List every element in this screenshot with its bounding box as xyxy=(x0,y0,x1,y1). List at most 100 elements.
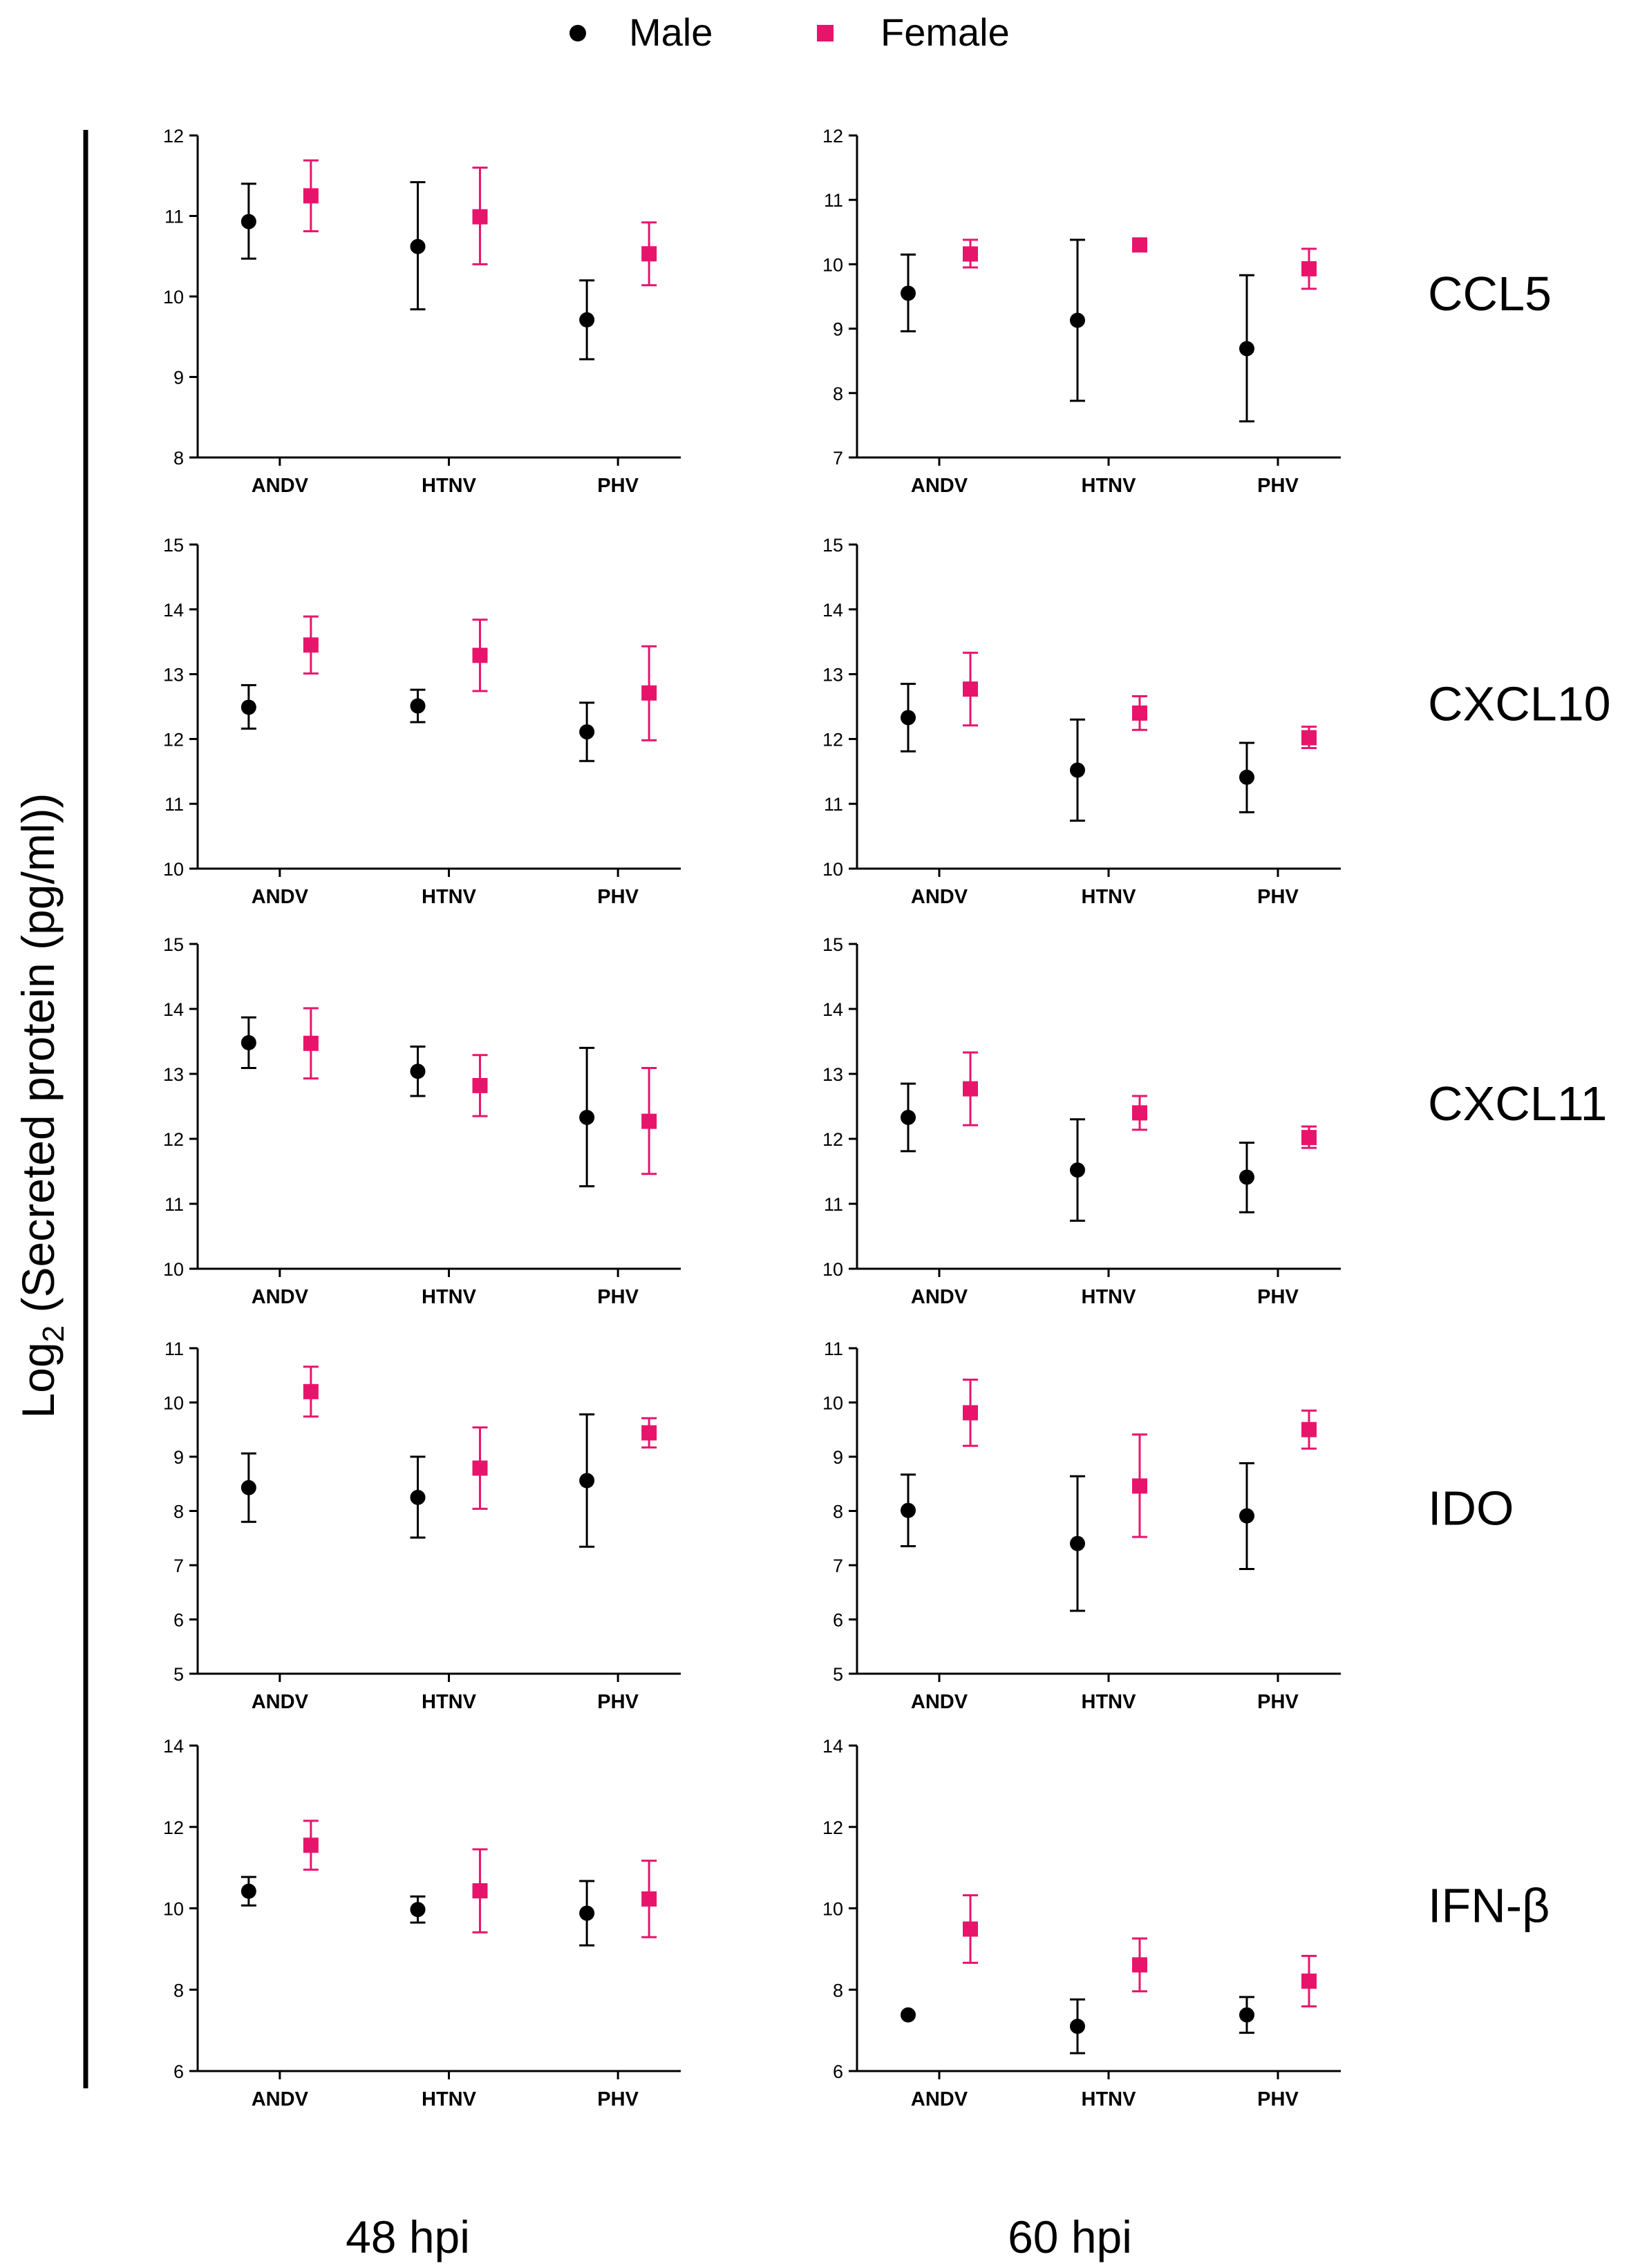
y-tick-label: 8 xyxy=(173,1980,184,2001)
y-tick-label: 14 xyxy=(822,1736,843,1757)
data-point-female xyxy=(963,246,978,262)
data-point-male xyxy=(1070,312,1085,328)
y-tick-label: 9 xyxy=(173,368,184,388)
y-tick-label: 15 xyxy=(163,934,184,955)
column-label-60hpi: 60 hpi xyxy=(1008,2211,1132,2262)
y-tick-label: 8 xyxy=(833,384,843,404)
y-tick-label: 12 xyxy=(163,1817,184,1838)
y-tick-label: 7 xyxy=(833,448,843,469)
data-point-male xyxy=(1239,2007,1254,2023)
panel-CXCL10-60 hpi: 10 11 12 13 14 15 ANDV HTNV PHV xyxy=(822,535,1341,908)
data-point-female xyxy=(1301,1130,1317,1146)
data-point-male xyxy=(901,285,916,301)
x-tick-label: PHV xyxy=(597,475,639,497)
data-point-male xyxy=(579,1473,595,1489)
panel-IDO-60 hpi: 5 6 7 8 9 10 11 ANDV HTNV PHV xyxy=(822,1339,1341,1713)
y-tick-label: 5 xyxy=(833,1664,843,1685)
panel-IFN-β-60 hpi: 6 8 10 12 14 ANDV HTNV PHV xyxy=(822,1736,1341,2110)
x-tick-label: HTNV xyxy=(1082,1286,1137,1308)
data-point-male xyxy=(410,698,426,714)
data-point-male xyxy=(1239,1508,1254,1524)
data-point-male xyxy=(241,1480,256,1495)
data-point-female xyxy=(1301,1973,1317,1989)
x-tick-label: HTNV xyxy=(422,2088,477,2110)
y-tick-label: 11 xyxy=(164,1194,184,1215)
panel-CCL5-48 hpi: 8 9 10 11 12 ANDV HTNV PHV xyxy=(163,126,681,497)
panels: 8 9 10 11 12 ANDV HTNV PHV 7 8 9 10 11 12 ANDV HTNV PHV C… xyxy=(163,126,1611,2110)
data-point-male xyxy=(241,1034,256,1050)
data-point-female xyxy=(641,685,657,701)
data-point-male xyxy=(579,724,595,740)
y-tick-label: 14 xyxy=(163,600,184,621)
data-point-female xyxy=(1132,1478,1147,1494)
x-tick-label: PHV xyxy=(1257,1286,1299,1308)
data-point-male xyxy=(1239,769,1254,785)
y-tick-label: 8 xyxy=(833,1980,843,2001)
data-point-female xyxy=(963,681,978,697)
y-tick-label: 10 xyxy=(163,287,184,308)
y-tick-label: 10 xyxy=(822,1259,843,1280)
y-tick-label: 15 xyxy=(163,535,184,556)
y-tick-label: 11 xyxy=(164,794,184,815)
x-tick-label: PHV xyxy=(1257,2088,1299,2110)
y-tick-label: 8 xyxy=(173,448,184,469)
x-tick-label: ANDV xyxy=(911,475,968,497)
panel-CXCL10-48 hpi: 10 11 12 13 14 15 ANDV HTNV PHV xyxy=(163,535,681,908)
x-tick-label: HTNV xyxy=(422,1691,477,1713)
y-tick-label: 12 xyxy=(822,1817,843,1838)
data-point-female xyxy=(1132,705,1147,721)
y-tick-label: 6 xyxy=(173,1610,184,1631)
y-tick-label: 9 xyxy=(833,1447,843,1468)
data-point-female xyxy=(641,1891,657,1907)
y-tick-label: 8 xyxy=(833,1502,843,1522)
x-tick-label: PHV xyxy=(597,2088,639,2110)
y-tick-label: 13 xyxy=(822,1064,843,1085)
gene-label-IDO: IDO xyxy=(1428,1482,1514,1535)
y-tick-label: 7 xyxy=(833,1556,843,1576)
legend-female-label: Female xyxy=(881,10,1010,54)
x-tick-label: ANDV xyxy=(911,1691,968,1713)
gene-label-CXCL10: CXCL10 xyxy=(1428,677,1611,731)
x-tick-label: PHV xyxy=(1257,886,1299,908)
y-tick-label: 12 xyxy=(163,126,184,147)
y-tick-label: 10 xyxy=(822,1393,843,1414)
legend-male-marker xyxy=(569,25,586,41)
x-tick-label: HTNV xyxy=(422,886,477,908)
y-tick-label: 9 xyxy=(173,1447,184,1468)
y-tick-label: 7 xyxy=(173,1556,184,1576)
panel-CXCL11-60 hpi: 10 11 12 13 14 15 ANDV HTNV PHV xyxy=(822,934,1341,1308)
y-tick-label: 8 xyxy=(173,1502,184,1522)
y-tick-label: 14 xyxy=(163,999,184,1020)
data-point-female xyxy=(1132,237,1147,253)
y-tick-label: 12 xyxy=(822,1129,843,1150)
x-tick-label: HTNV xyxy=(1082,2088,1137,2110)
y-tick-label: 14 xyxy=(822,600,843,621)
data-point-female xyxy=(963,1081,978,1097)
data-point-female xyxy=(1301,261,1317,276)
y-tick-label: 12 xyxy=(163,1129,184,1150)
data-point-male xyxy=(901,1502,916,1518)
legend-male-label: Male xyxy=(629,10,713,54)
gene-label-IFN-β: IFN-β xyxy=(1428,1879,1550,1933)
x-tick-label: ANDV xyxy=(911,886,968,908)
data-point-male xyxy=(1239,1169,1254,1185)
data-point-female xyxy=(472,1460,488,1476)
x-tick-label: HTNV xyxy=(1082,886,1137,908)
gene-label-CXCL11: CXCL11 xyxy=(1428,1077,1607,1131)
y-tick-label: 13 xyxy=(163,1064,184,1085)
y-axis-label: Log2 (Secreted protein (pg/ml)) xyxy=(12,793,70,1419)
data-point-male xyxy=(1070,1162,1085,1178)
data-point-male xyxy=(241,1883,256,1899)
y-tick-label: 12 xyxy=(822,126,843,147)
data-point-male xyxy=(901,2007,916,2023)
y-tick-label: 11 xyxy=(824,794,843,815)
x-tick-label: PHV xyxy=(597,886,639,908)
y-tick-label: 6 xyxy=(173,2061,184,2082)
data-point-female xyxy=(963,1405,978,1421)
x-tick-label: ANDV xyxy=(252,1691,309,1713)
data-point-male xyxy=(410,1902,426,1918)
data-point-female xyxy=(472,1077,488,1093)
y-tick-label: 11 xyxy=(164,207,184,227)
x-tick-label: PHV xyxy=(1257,475,1299,497)
